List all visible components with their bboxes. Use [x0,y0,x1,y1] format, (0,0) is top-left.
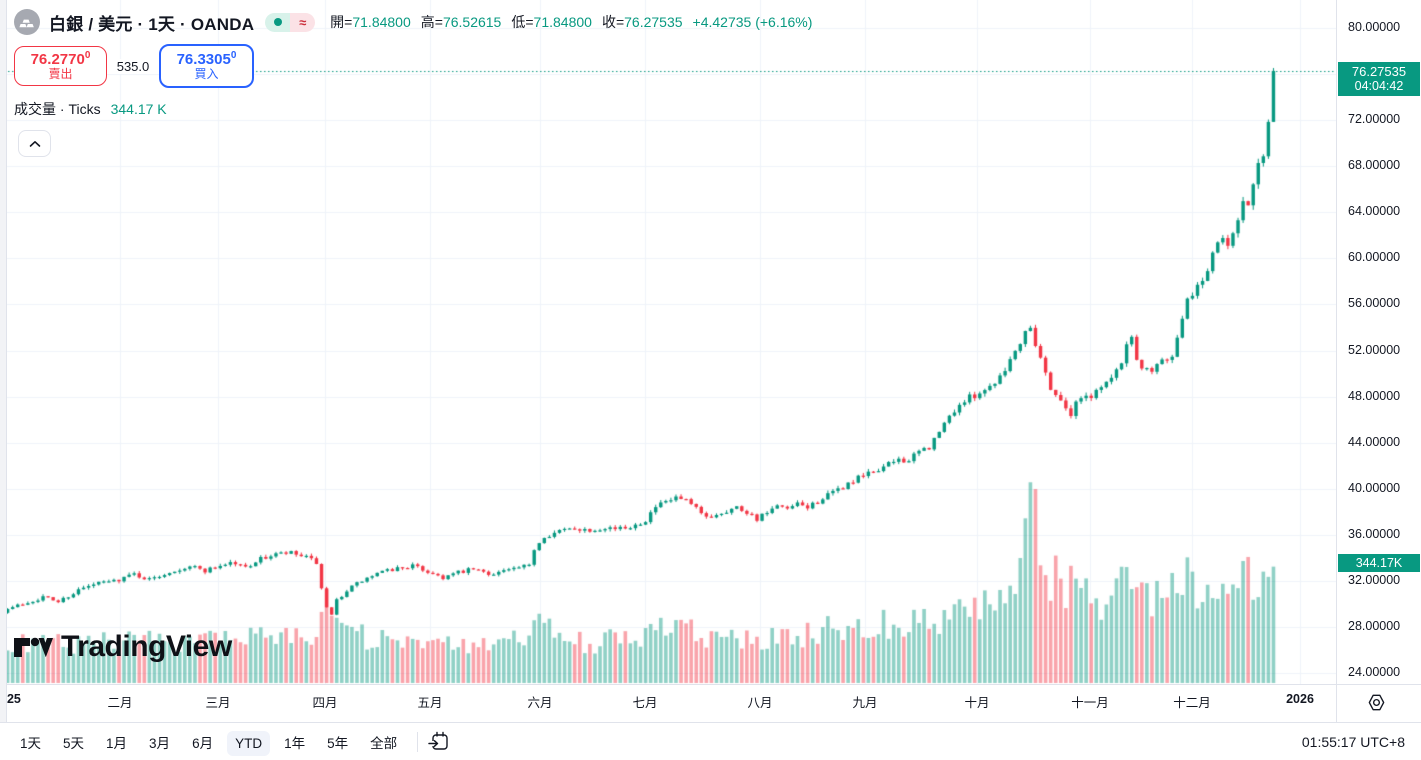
price-tick-label: 72.00000 [1348,112,1401,127]
tradingview-logo-icon [14,637,53,657]
price-tick-label: 32.00000 [1348,572,1401,587]
range-tab-全部[interactable]: 全部 [362,727,405,757]
volume-badge: 344.17K [1338,554,1420,572]
range-tab-1天[interactable]: 1天 [12,727,49,757]
price-tick-label: 68.00000 [1348,158,1401,173]
spread-value: 535.0 [107,58,159,74]
go-to-date-button[interactable] [428,731,450,753]
high-value: 76.52615 [442,14,502,30]
market-open-dot-icon [265,12,291,32]
buy-label: 買入 [194,67,219,82]
price-tick-label: 36.00000 [1348,526,1401,541]
toolbar-divider [417,731,419,752]
close-value: 76.27535 [624,14,683,30]
axis-corner-divider [1336,685,1337,723]
time-tick-label: 二月 [107,696,133,710]
high-label: 高 [420,14,435,30]
symbol-logo-icon[interactable] [14,9,40,35]
price-tick-label: 48.00000 [1348,388,1401,403]
time-tick-label: 十二月 [1173,696,1211,710]
status-pills[interactable]: ≈ [265,12,316,32]
time-tick-label: 2026 [1286,692,1314,706]
range-tab-6月[interactable]: 6月 [184,727,221,757]
watermark-text: TradingView [61,630,232,663]
time-tick-label: 七月 [632,696,658,710]
time-tick-label: 十月 [964,696,990,710]
left-toolbar-strip [0,0,7,722]
approx-data-icon: ≈ [290,12,316,32]
close-label: 收 [601,14,616,30]
time-tick-label: 三月 [205,696,231,710]
price-tick-label: 80.00000 [1348,20,1401,34]
range-tab-3月[interactable]: 3月 [141,727,178,757]
price-badge: 76.27535 04:04:42 [1338,61,1420,96]
price-tick-label: 64.00000 [1348,204,1401,219]
range-tab-YTD[interactable]: YTD [227,730,271,756]
time-tick-label: 八月 [747,696,773,710]
change-value: +4.42735 (+6.16%) [692,14,813,30]
range-tab-5天[interactable]: 5天 [55,727,92,757]
low-label: 低 [511,14,526,30]
time-tick-label: 五月 [417,696,443,710]
price-tick-label: 44.00000 [1348,434,1401,449]
price-tick-label: 60.00000 [1348,250,1401,265]
time-tick-label: 十一月 [1071,696,1109,710]
buy-button[interactable]: 76.33050 買入 [159,44,254,88]
price-tick-label: 56.00000 [1348,296,1401,311]
symbol-title[interactable]: 白銀 / 美元 · 1天 · OANDA [49,14,255,34]
price-tick-label: 24.00000 [1348,665,1401,679]
range-tab-5年[interactable]: 5年 [319,727,356,757]
bottom-toolbar: 1天 5天 1月 3月 6月 YTD 1年 5年 全部 01:55:17 UTC+8 [0,722,1421,760]
chart-legend: 白銀 / 美元 · 1天 · OANDA ≈ 開=71.84800 高=76.5… [14,8,812,157]
price-tick-label: 28.00000 [1348,618,1401,633]
sell-button[interactable]: 76.27700 賣出 [14,46,107,86]
price-axis[interactable]: 76.27535 04:04:42 344.17K 80.00000 72.000… [1336,0,1421,684]
collapse-legend-button[interactable] [18,130,51,157]
chart-plot-area: 白銀 / 美元 · 1天 · OANDA ≈ 開=71.84800 高=76.5… [0,0,1336,684]
time-axis-settings-button[interactable] [1366,693,1387,717]
calendar-goto-icon [428,731,448,750]
price-tick-label: 40.00000 [1348,480,1401,495]
tradingview-watermark[interactable]: TradingView [12,630,232,664]
price-tick-label: 52.00000 [1348,342,1401,357]
range-tab-1月[interactable]: 1月 [98,727,135,757]
price-badge-countdown: 04:04:42 [1354,78,1404,93]
ohlc-row: 開=71.84800 高=76.52615 低=71.84800 收=76.27… [330,14,813,30]
open-value: 71.84800 [352,14,411,30]
clock-timezone-button[interactable]: 01:55:17 UTC+8 [1301,733,1405,750]
range-tab-1年[interactable]: 1年 [276,727,313,757]
time-axis[interactable]: 025 二月 三月 四月 五月 六月 七月 八月 九月 十月 十一月 十二月 2026 [0,684,1421,723]
sell-label: 賣出 [48,67,73,82]
volume-study-value: 344.17 K [110,101,167,117]
open-label: 開 [330,14,345,30]
hexagon-gear-icon [1368,694,1385,711]
volume-study-label[interactable]: 成交量 · Ticks [14,101,101,117]
chevron-up-icon [29,140,40,147]
price-badge-value: 76.27535 [1351,63,1407,79]
time-tick-label: 六月 [527,696,553,710]
chart-pane[interactable] [0,0,1336,684]
low-value: 71.84800 [533,14,592,30]
time-tick-label: 四月 [312,696,338,710]
time-tick-label: 九月 [852,696,878,710]
range-tabs: 1天 5天 1月 3月 6月 YTD 1年 5年 全部 [12,727,411,757]
